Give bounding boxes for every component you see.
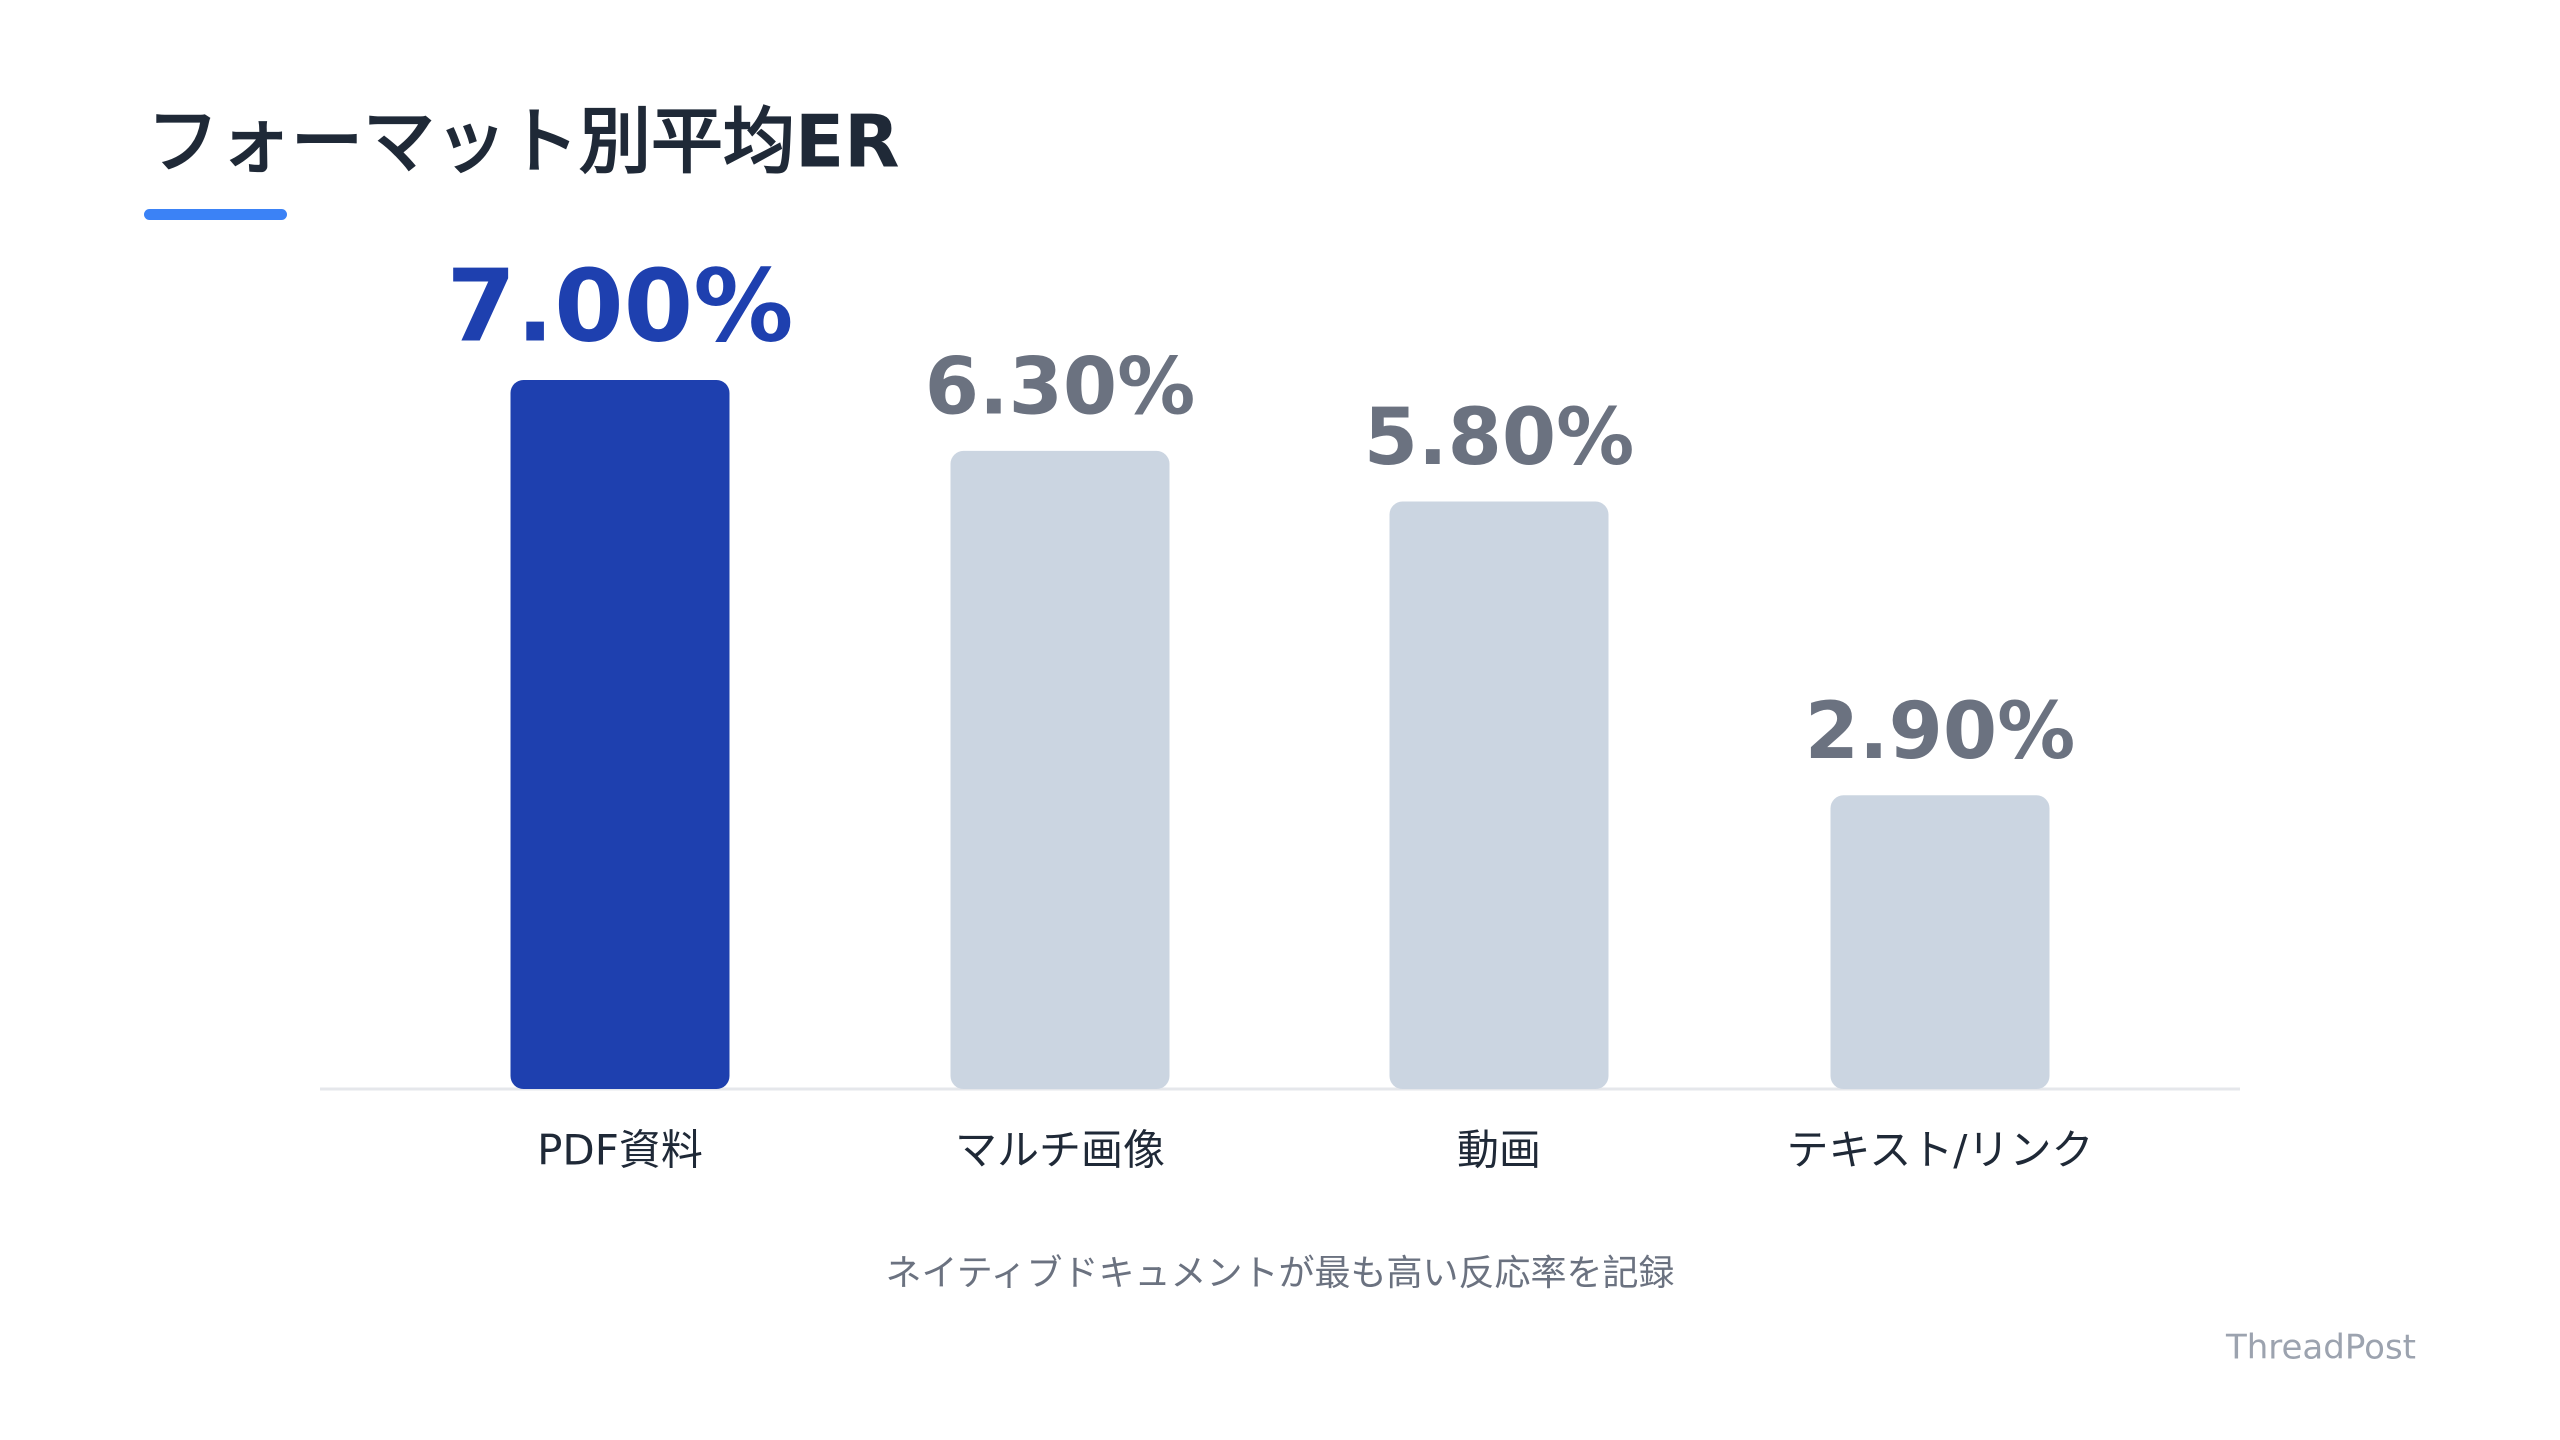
value-label: 5.80% xyxy=(1364,393,1635,483)
bar xyxy=(950,450,1170,1089)
bar xyxy=(510,380,730,1089)
x-tick-label: テキスト/リンク xyxy=(1787,1126,2094,1175)
caption: ネイティブドキュメントが最も高い反応率を記録 xyxy=(885,1253,1674,1294)
footer: ThreadPost xyxy=(2225,1328,2416,1368)
x-tick-label: マルチ画像 xyxy=(955,1126,1165,1175)
chart-title: フォーマット別平均ER xyxy=(147,100,900,184)
bar xyxy=(1830,795,2050,1089)
bar xyxy=(1389,501,1609,1089)
value-label: 6.30% xyxy=(925,342,1196,432)
x-tick-label: PDF資料 xyxy=(537,1126,703,1175)
value-label: 2.90% xyxy=(1805,687,2076,777)
value-label: 7.00% xyxy=(447,247,794,364)
x-tick-label: 動画 xyxy=(1457,1126,1541,1175)
title-underline xyxy=(144,209,287,220)
